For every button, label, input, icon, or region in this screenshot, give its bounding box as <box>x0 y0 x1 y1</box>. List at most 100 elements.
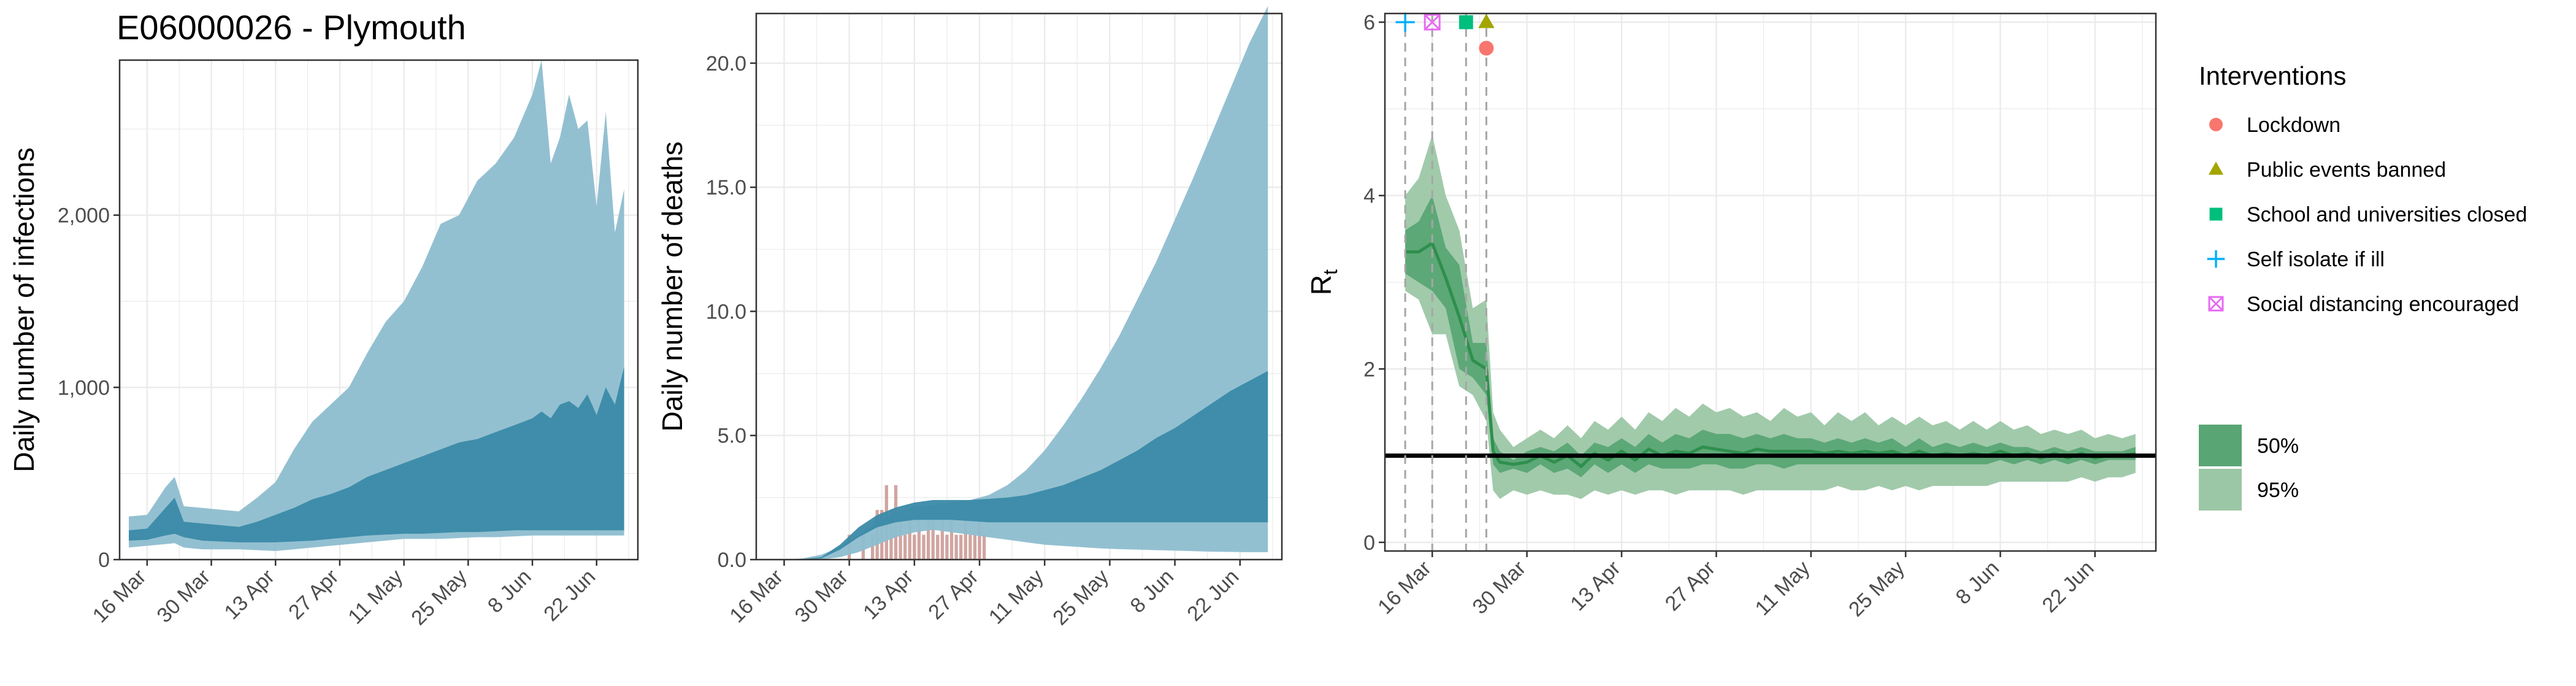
x-tick-label: 27 Apr <box>924 565 983 624</box>
legend-key-square <box>2209 207 2223 221</box>
legend-ci-label: 50% <box>2257 434 2299 458</box>
x-tick-label: 11 May <box>1750 557 1814 620</box>
y-axis-label-text: Daily number of infections <box>8 147 40 472</box>
deaths-bar <box>964 510 967 560</box>
panel-border <box>755 12 1283 561</box>
y-axis: 0.0 5.0 10.0 15.0 20.0 <box>706 52 756 572</box>
x-tick-label: 8 Jun <box>1951 557 2004 609</box>
deaths-bar <box>913 534 916 560</box>
deaths-bar <box>936 534 940 560</box>
legend-key-plus <box>2207 250 2225 268</box>
legend-key-circle <box>2209 118 2223 131</box>
x-tick-label: 22 Jun <box>2037 557 2098 617</box>
x-tick-label: 8 Jun <box>483 565 536 618</box>
x-tick-label: 27 Apr <box>284 565 343 624</box>
legend-label: Social distancing encouraged <box>2247 293 2519 316</box>
x-tick-label: 30 Mar <box>1468 557 1531 619</box>
x-tick-label: 25 May <box>407 565 472 630</box>
y-axis-label: Rt <box>1305 269 1341 295</box>
legend-ci-key <box>2199 425 2242 466</box>
panel-border <box>1384 12 2157 552</box>
ribbon-50pct <box>765 371 1268 560</box>
intervention-marker-square <box>1459 15 1473 29</box>
legend-key-box-x <box>2208 296 2224 312</box>
x-tick-label: 22 Jun <box>539 565 600 626</box>
x-tick-label: 8 Jun <box>1126 565 1179 618</box>
y-tick-label: 15.0 <box>706 176 746 199</box>
y-tick-label: 2 <box>1363 358 1375 381</box>
x-axis: 16 Mar 30 Mar 13 Apr 27 Apr 11 May 25 May 8 Ju… <box>1373 551 2098 621</box>
intervention-marker-circle <box>1479 40 1494 56</box>
y-tick-label: 5.0 <box>718 425 746 448</box>
intervention-marker-plus <box>1395 12 1415 32</box>
deaths-bar <box>922 534 926 560</box>
y-axis-label-text: Daily number of deaths <box>656 141 688 431</box>
x-tick-label: 13 Apr <box>859 565 918 624</box>
deaths-bar <box>949 510 954 560</box>
deaths-bar <box>954 534 958 560</box>
legend-ci-key <box>2199 469 2242 511</box>
deaths-bar <box>968 534 972 560</box>
panel-border <box>118 59 639 561</box>
x-tick-label: 30 Mar <box>791 565 853 628</box>
deaths-bar <box>945 534 949 560</box>
y-axis-label-text: R <box>1305 275 1337 295</box>
rt-panel: 16 Mar 30 Mar 13 Apr 27 Apr 11 May 25 May 8 Ju… <box>1305 11 2157 621</box>
y-tick-label: 1,000 <box>58 376 110 399</box>
y-tick-label: 0 <box>1363 531 1375 555</box>
y-tick-label: 0.0 <box>718 549 746 572</box>
legend-label: Public events banned <box>2247 158 2446 182</box>
x-tick-label: 11 May <box>343 565 407 629</box>
y-axis-label: Daily number of infections <box>8 147 40 472</box>
ribbon-95pct <box>129 60 624 551</box>
legend-label: Self isolate if ill <box>2247 248 2385 271</box>
y-axis: 0 2 4 6 <box>1363 11 1385 555</box>
y-tick-label: 2,000 <box>58 204 110 228</box>
y-tick-label: 20.0 <box>706 52 746 75</box>
deaths-bar <box>917 510 921 560</box>
deaths-bar <box>908 510 911 560</box>
legend-label: School and universities closed <box>2247 203 2527 226</box>
deaths-bar <box>982 534 986 560</box>
y-tick-label: 10.0 <box>706 300 746 323</box>
y-axis-label-subscript: t <box>1319 269 1341 275</box>
y-tick-label: 0 <box>98 549 110 572</box>
y-tick-label: 4 <box>1363 185 1375 208</box>
ribbon-50pct <box>129 366 624 542</box>
deaths-bar <box>870 534 875 560</box>
ribbon-95pct <box>765 6 1268 560</box>
x-tick-label: 30 Mar <box>153 565 215 628</box>
x-tick-label: 27 Apr <box>1661 557 1720 615</box>
x-tick-label: 25 May <box>1048 565 1113 630</box>
deaths-bar <box>903 534 907 560</box>
deaths-bar <box>931 510 935 560</box>
deaths-bar <box>940 510 945 560</box>
x-tick-label: 11 May <box>984 565 1048 629</box>
legend-ci-label: 95% <box>2257 479 2299 502</box>
legend-title: Interventions <box>2199 61 2346 90</box>
x-tick-label: 22 Jun <box>1183 565 1243 626</box>
x-tick-label: 16 Mar <box>725 565 788 628</box>
y-tick-label: 6 <box>1363 11 1375 34</box>
x-tick-label: 13 Apr <box>1566 557 1625 615</box>
legend-key-triangle <box>2208 161 2224 175</box>
y-axis: 0 1,000 2,000 <box>58 204 120 572</box>
deaths-bar <box>926 510 930 560</box>
intervention-marker-box-x <box>1424 13 1441 31</box>
deaths-panel: 16 Mar 30 Mar 13 Apr 27 Apr 11 May 25 May 8 Ju… <box>656 6 1283 630</box>
figure-title: E06000026 - Plymouth <box>117 8 466 47</box>
x-tick-label: 16 Mar <box>1373 557 1436 619</box>
intervention-lines <box>1404 13 1487 551</box>
legend: Interventions Lockdown Public events bann… <box>2199 61 2527 511</box>
deaths-bar <box>973 534 977 560</box>
intervention-marker-triangle <box>1478 13 1495 28</box>
legend-label: Lockdown <box>2247 114 2340 137</box>
x-tick-label: 25 May <box>1844 557 1909 622</box>
x-tick-label: 13 Apr <box>220 565 279 624</box>
y-axis-label: Daily number of deaths <box>656 141 688 431</box>
